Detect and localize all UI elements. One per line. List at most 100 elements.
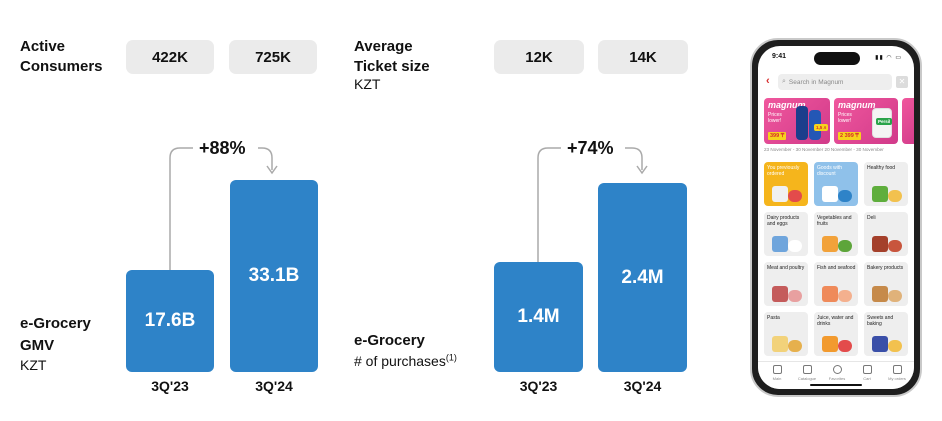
product-image xyxy=(838,290,852,302)
promo-sub: Prices lower! xyxy=(838,112,852,124)
search-placeholder: Search in Magnum xyxy=(788,78,844,86)
ticket-label-line1: Average xyxy=(354,38,413,55)
x-tick-label: 3Q'23 xyxy=(151,378,189,394)
product-image xyxy=(872,336,888,352)
category-tile-label: Healthy food xyxy=(867,165,896,171)
tab-label: My orders xyxy=(888,376,906,381)
bottle-image xyxy=(796,106,808,140)
back-icon[interactable]: ‹ xyxy=(766,75,770,87)
product-image xyxy=(788,240,802,252)
search-input[interactable]: ⌕ Search in Magnum xyxy=(778,74,892,90)
promo-brand: magnum xyxy=(838,100,876,110)
phone-mockup: 9:41 ▮▮ ◠ ▭ ‹ ⌕ Search in Magnum ✕ magnu… xyxy=(750,38,922,397)
ticket-label-line2: Ticket size xyxy=(354,58,430,75)
tab-favorites[interactable]: Favorites xyxy=(822,365,852,381)
consumers-label-line1: Active xyxy=(20,38,66,55)
product-image xyxy=(872,286,888,302)
ticket-label: Average Ticket size xyxy=(354,37,430,77)
promo-sub-l2: lower! xyxy=(768,118,782,124)
promo-price: 2 399 ₸ xyxy=(838,132,861,140)
product-image xyxy=(772,186,788,202)
tab-main[interactable]: Main xyxy=(762,365,792,381)
promo-brand: magnum xyxy=(768,100,806,110)
purchases-sub-text: # of purchases xyxy=(354,353,446,369)
product-label: Persil xyxy=(876,118,893,125)
product-image xyxy=(838,190,852,202)
product-image xyxy=(888,240,902,252)
promo-banner-1[interactable]: magnum Prices lower! 399 ₸ 1,5 л xyxy=(764,98,830,144)
growth-arrow-left-end xyxy=(258,147,273,170)
gmv-label-line2: GMV xyxy=(20,337,55,354)
category-tile-label: Deli xyxy=(867,215,876,221)
product-image xyxy=(788,340,802,352)
product-image xyxy=(822,286,838,302)
tab-bar: Main Catalogue Favorites Cart My orders xyxy=(758,361,914,389)
promo-price: 399 ₸ xyxy=(768,132,787,140)
search-icon: ⌕ xyxy=(782,78,786,85)
consumers-value-2023: 422K xyxy=(126,40,214,74)
product-image xyxy=(788,190,802,202)
product-image xyxy=(772,336,788,352)
category-tile-label: Vegetables and fruits xyxy=(817,215,852,227)
dynamic-island xyxy=(814,52,860,65)
category-tile[interactable]: Pasta xyxy=(764,312,808,356)
promo-sub-l2: lower! xyxy=(838,118,852,124)
heart-icon xyxy=(832,365,842,374)
close-icon[interactable]: ✕ xyxy=(896,76,908,88)
product-image xyxy=(838,340,852,352)
category-tile[interactable]: Juice, water and drinks xyxy=(814,312,858,356)
tab-catalogue[interactable]: Catalogue xyxy=(792,365,822,381)
tab-cart[interactable]: Cart xyxy=(852,365,882,381)
bar-value-label: 1.4M xyxy=(517,306,560,327)
product-image xyxy=(888,190,902,202)
product-image xyxy=(822,236,838,252)
promo-banner-2[interactable]: magnum Prices lower! 2 399 ₸ Persil xyxy=(834,98,898,144)
category-tile[interactable]: Bakery products xyxy=(864,262,908,306)
category-tile[interactable]: Healthy food xyxy=(864,162,908,206)
cart-icon xyxy=(862,365,872,374)
growth-arrow-left-start xyxy=(169,147,193,270)
x-tick-label: 3Q'23 xyxy=(519,378,558,394)
category-tile-label: Meat and poultry xyxy=(767,265,805,271)
category-tile[interactable]: Dairy products and eggs xyxy=(764,212,808,256)
promo-dates: 23 November - 30 November 20 November - … xyxy=(764,147,884,152)
product-image xyxy=(872,236,888,252)
category-tile-label: You previously ordered xyxy=(767,165,800,177)
bar-purchases-1: 2.4M xyxy=(598,183,687,372)
promo-sub-l1: Prices xyxy=(768,112,782,118)
purchases-sub: # of purchases(1) xyxy=(354,352,457,370)
product-image xyxy=(872,186,888,202)
category-tile[interactable]: Sweets and baking xyxy=(864,312,908,356)
discount-tag: 1,5 л xyxy=(814,124,829,131)
product-image xyxy=(888,290,902,302)
tab-my-orders[interactable]: My orders xyxy=(882,365,912,381)
ticket-value-2024: 14K xyxy=(598,40,688,74)
tab-label: Catalogue xyxy=(797,376,817,381)
category-tile[interactable]: You previously ordered xyxy=(764,162,808,206)
consumers-label-line2: Consumers xyxy=(20,58,103,75)
category-tile[interactable]: Fish and seafood xyxy=(814,262,858,306)
promo-banner-3[interactable] xyxy=(902,98,914,144)
status-icons: ▮▮ ◠ ▭ xyxy=(875,55,902,61)
orders-icon xyxy=(892,365,902,374)
promo-sub: Prices lower! xyxy=(768,112,782,124)
category-tile-label: Bakery products xyxy=(867,265,904,271)
footnote-marker: (1) xyxy=(445,352,457,363)
growth-label-gmv: +88% xyxy=(199,138,246,158)
product-image xyxy=(772,236,788,252)
product-image xyxy=(888,340,902,352)
bar-value-label: 33.1B xyxy=(248,265,300,286)
product-image xyxy=(788,290,802,302)
growth-arrow-right-start xyxy=(537,147,561,262)
gmv-label: e-Grocery GMV xyxy=(20,314,91,356)
category-tile[interactable]: Deli xyxy=(864,212,908,256)
tab-label: Cart xyxy=(863,376,871,381)
category-tile[interactable]: Goods with discount xyxy=(814,162,858,206)
consumers-label: Active Consumers xyxy=(20,37,103,77)
bar-gmv-1: 33.1B xyxy=(230,180,318,372)
category-tile[interactable]: Vegetables and fruits xyxy=(814,212,858,256)
growth-label-purchases: +74% xyxy=(567,138,614,158)
arrowhead-right xyxy=(636,165,648,175)
category-tile[interactable]: Meat and poultry xyxy=(764,262,808,306)
